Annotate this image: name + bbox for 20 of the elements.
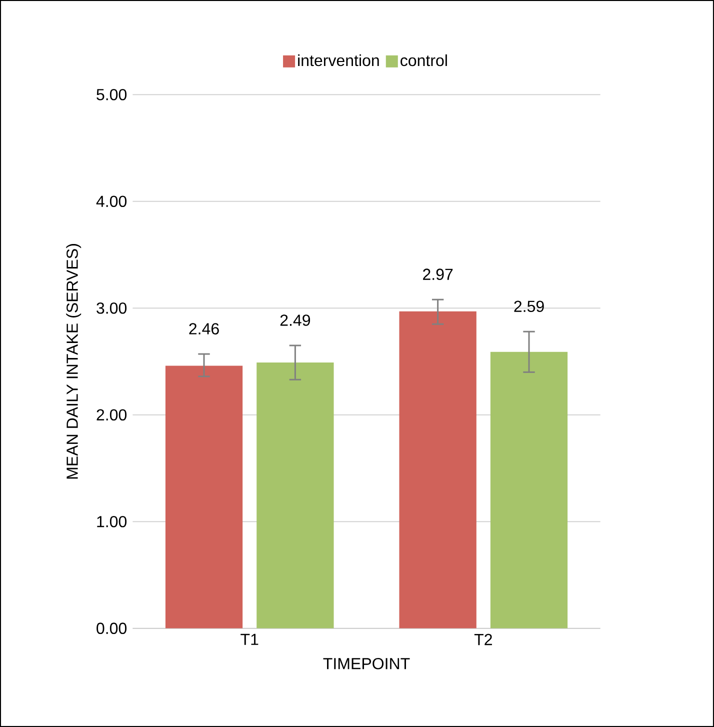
y-tick-label: 2.00: [96, 409, 127, 421]
y-tick-label: 1.00: [97, 516, 127, 528]
y-tick-label: 5.00: [96, 88, 127, 100]
bar: [256, 362, 334, 628]
x-tick-label: T1: [240, 634, 258, 645]
x-axis-title: TIMEPOINT: [323, 658, 410, 670]
bar: [399, 311, 476, 628]
data-label: 2.97: [423, 268, 453, 280]
bar: [490, 352, 568, 628]
legend-label: control: [400, 54, 447, 66]
data-label: 2.46: [189, 323, 219, 334]
y-tick-label: 3.00: [96, 302, 127, 314]
data-label: 2.49: [280, 314, 310, 326]
legend-label: intervention: [298, 54, 379, 66]
y-tick-label: 0.00: [96, 622, 127, 634]
data-label: 2.59: [514, 300, 544, 312]
x-tick-label: T2: [474, 634, 492, 646]
bar: [165, 366, 243, 628]
y-axis-title: MEAN DAILY INTAKE (SERVES): [66, 244, 82, 479]
y-tick-label: 4.00: [96, 196, 127, 208]
